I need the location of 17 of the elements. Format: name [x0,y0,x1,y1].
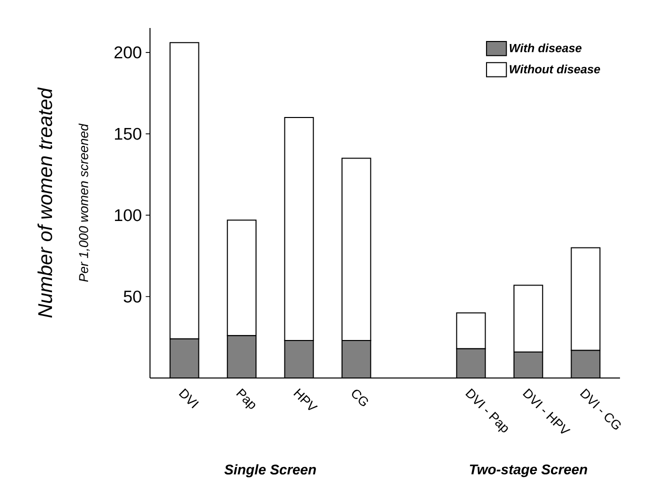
x-tick-label: DVI - Pap [465,388,508,432]
y-axis-title: Number of women treated [38,87,52,318]
y-tick-label: 150 [114,128,142,140]
x-tick-label: DVI [178,388,199,408]
x-tick-label: CG [352,390,368,406]
legend-label: With disease [510,44,582,52]
text: Single Screen [224,464,316,478]
text: Two-stage Screen [470,464,588,478]
text: Per 1,000 women screened [78,123,90,282]
x-tick-label: Pap [236,388,256,409]
y-tick-label: 50 [124,290,142,303]
y-tick-label: 100 [114,209,142,222]
x-tick-label: HPV [293,388,318,410]
x-tick-label: DVI - CG [580,388,621,430]
y-tick-label: 200 [114,46,142,58]
legend-label: Without disease [510,64,600,74]
x-tick-label: DVI - HPV [522,388,570,434]
